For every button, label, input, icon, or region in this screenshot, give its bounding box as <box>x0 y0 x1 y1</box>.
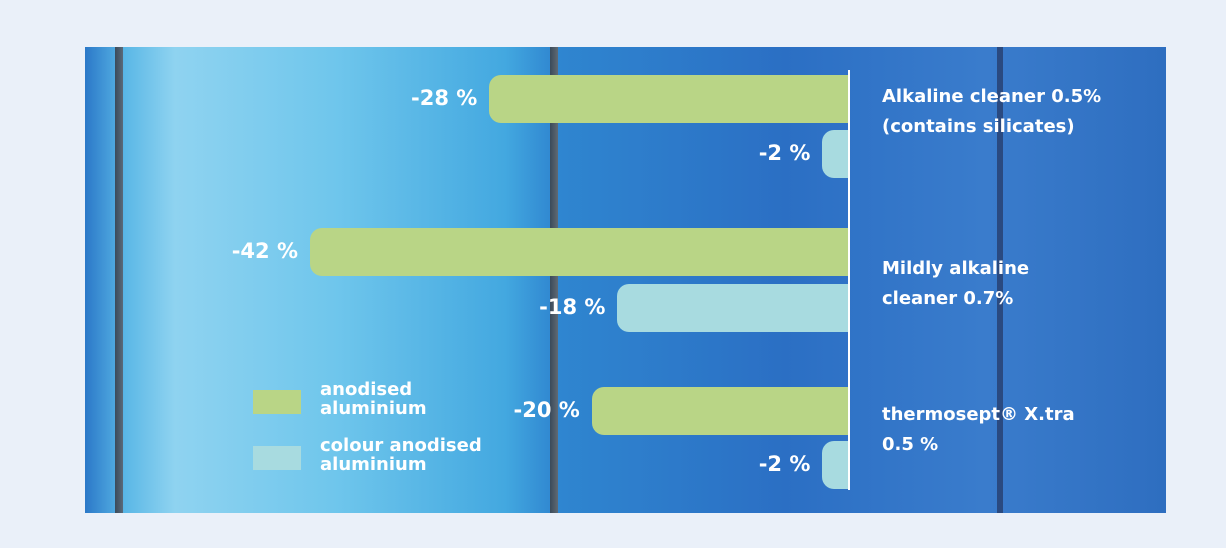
bar <box>591 387 848 435</box>
value-label: -2 % <box>758 141 811 165</box>
category-label: Alkaline cleaner 0.5% (contains silicate… <box>882 86 1102 137</box>
legend-label: colour anodised aluminium <box>320 435 482 475</box>
value-label: -18 % <box>539 295 606 319</box>
legend-swatch <box>253 446 301 470</box>
category-label: Mildly alkaline cleaner 0.7% <box>882 258 1030 309</box>
value-label: -20 % <box>513 398 580 422</box>
bar <box>617 284 848 332</box>
bar <box>489 75 848 123</box>
value-label: -42 % <box>231 239 298 263</box>
bar <box>822 441 848 489</box>
legend-label: anodised aluminium <box>320 379 427 419</box>
legend-swatch <box>253 390 301 414</box>
value-label: -2 % <box>758 452 811 476</box>
value-label: -28 % <box>411 86 478 110</box>
chart-background <box>85 47 1166 513</box>
axis-line <box>848 70 850 490</box>
bar <box>822 130 848 178</box>
bar <box>310 228 848 276</box>
category-label: thermosept® X.tra 0.5 % <box>882 404 1075 455</box>
